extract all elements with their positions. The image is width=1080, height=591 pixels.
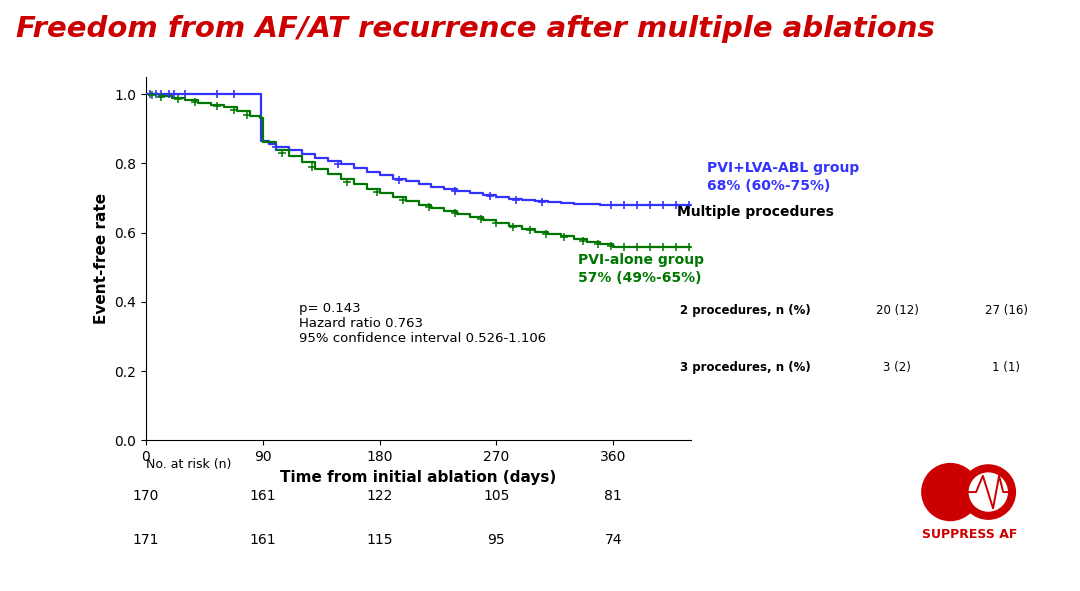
Text: 3 (2): 3 (2) xyxy=(883,361,912,374)
Text: 81: 81 xyxy=(605,489,622,503)
Text: PVI+LVA-ABL group: PVI+LVA-ABL group xyxy=(707,161,860,176)
Text: Multiple procedures: Multiple procedures xyxy=(677,204,834,219)
Text: PVI-alone group: PVI-alone group xyxy=(578,253,704,267)
Point xyxy=(329,159,347,168)
Text: 2 procedures, n (%): 2 procedures, n (%) xyxy=(680,304,811,317)
Text: 27 (16): 27 (16) xyxy=(985,304,1028,317)
Point xyxy=(667,200,685,210)
Text: PVI-alone
n=171: PVI-alone n=171 xyxy=(974,239,1038,267)
Point xyxy=(273,148,291,158)
Text: PVI+LVA-ABL
n=170: PVI+LVA-ABL n=170 xyxy=(854,239,941,267)
Point xyxy=(508,195,525,204)
Point xyxy=(654,200,672,210)
Point xyxy=(152,92,170,102)
Point xyxy=(226,89,243,99)
Point xyxy=(390,176,407,185)
Point xyxy=(602,242,619,251)
Point xyxy=(667,242,685,252)
Text: SUPPRESS AF: SUPPRESS AF xyxy=(921,528,1017,541)
Point xyxy=(267,142,284,152)
Point xyxy=(368,187,386,197)
X-axis label: Time from initial ablation (days): Time from initial ablation (days) xyxy=(281,470,556,485)
Point xyxy=(482,191,499,201)
Text: 20 (12): 20 (12) xyxy=(876,304,919,317)
Point xyxy=(148,89,165,99)
Point xyxy=(208,89,226,99)
Point xyxy=(589,239,606,249)
Y-axis label: Event-free rate: Event-free rate xyxy=(94,193,108,324)
Point xyxy=(615,200,632,210)
Circle shape xyxy=(922,463,978,521)
Point xyxy=(615,242,632,252)
Text: 1 (1): 1 (1) xyxy=(993,361,1021,374)
Point xyxy=(555,232,572,242)
Point xyxy=(602,200,619,210)
Text: p= 0.143
Hazard ratio 0.763
95% confidence interval 0.526-1.106: p= 0.143 Hazard ratio 0.763 95% confiden… xyxy=(298,302,545,345)
Text: PVI+LVA-ABL: PVI+LVA-ABL xyxy=(49,489,134,502)
Point xyxy=(161,89,178,99)
Point xyxy=(239,110,256,119)
Point xyxy=(176,89,193,99)
Point xyxy=(680,242,698,252)
Point xyxy=(522,226,539,235)
Point xyxy=(575,236,592,246)
Point xyxy=(141,89,159,99)
Point xyxy=(446,186,463,196)
Point xyxy=(152,89,170,99)
Point xyxy=(680,200,698,210)
Point xyxy=(472,215,489,224)
Point xyxy=(629,200,646,210)
Text: Freedom from AF/AT recurrence after multiple ablations: Freedom from AF/AT recurrence after mult… xyxy=(16,15,935,43)
Text: 74: 74 xyxy=(605,533,622,547)
Text: 115: 115 xyxy=(366,533,393,547)
Point xyxy=(303,163,321,172)
Point xyxy=(488,218,505,228)
Circle shape xyxy=(961,465,1015,519)
Point xyxy=(642,200,659,210)
Point xyxy=(504,222,522,232)
Point xyxy=(338,177,355,186)
Circle shape xyxy=(970,473,1008,511)
Point xyxy=(420,203,437,212)
Point xyxy=(187,98,204,107)
Text: 171: 171 xyxy=(133,533,159,547)
Text: 57% (49%-65%): 57% (49%-65%) xyxy=(578,271,701,285)
Text: PVI-alone: PVI-alone xyxy=(59,534,123,547)
Text: No. at risk (n): No. at risk (n) xyxy=(146,458,231,471)
Point xyxy=(537,229,554,238)
Point xyxy=(654,242,672,252)
Point xyxy=(226,106,243,115)
Text: 161: 161 xyxy=(249,489,276,503)
Text: 95: 95 xyxy=(487,533,505,547)
Text: 68% (60%-75%): 68% (60%-75%) xyxy=(707,179,831,193)
Point xyxy=(208,101,226,111)
Text: 122: 122 xyxy=(366,489,393,503)
Point xyxy=(534,197,551,207)
Point xyxy=(170,95,187,104)
Text: 170: 170 xyxy=(133,489,159,503)
Point xyxy=(629,242,646,252)
Point xyxy=(165,89,183,99)
Point xyxy=(446,209,463,218)
Text: 105: 105 xyxy=(483,489,510,503)
Text: 3 procedures, n (%): 3 procedures, n (%) xyxy=(680,361,811,374)
Text: 161: 161 xyxy=(249,533,276,547)
Point xyxy=(642,242,659,252)
Point xyxy=(394,195,411,204)
Point xyxy=(144,90,161,100)
